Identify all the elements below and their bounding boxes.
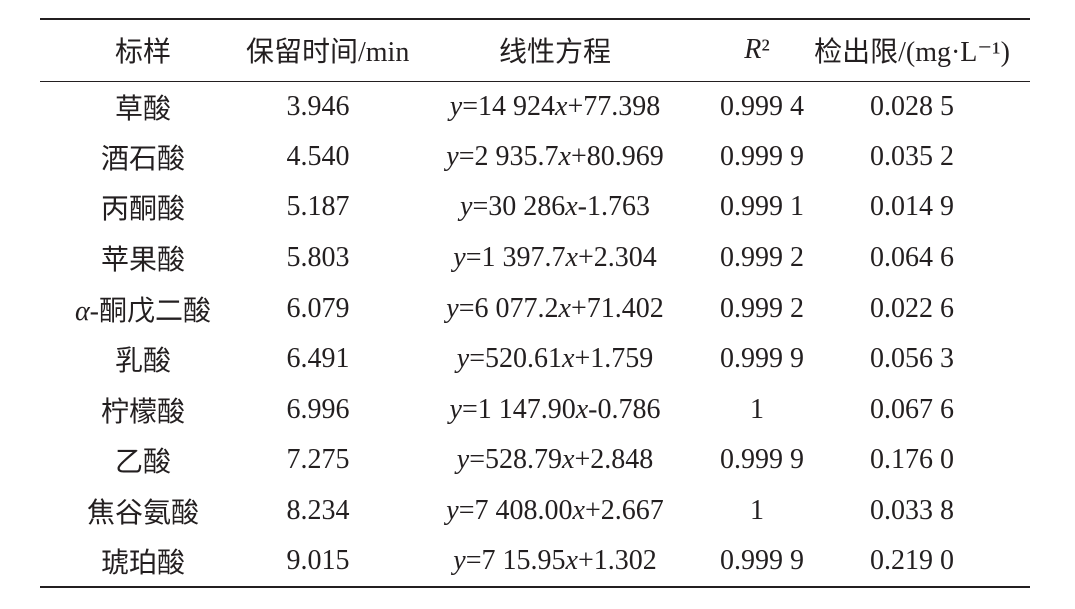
table-cell: y=7 15.95x+1.302 [453,545,657,577]
header-row: 标样 保留时间/min 线性方程 R² 检出限/(mg·L⁻¹) [40,19,1030,81]
table-cell: 0.056 3 [870,343,954,375]
table-cell: 0.999 9 [720,140,804,172]
table-cell: 0.999 9 [720,343,804,375]
table-cell: 0.999 9 [720,545,804,577]
table-cell: 7.275 [286,444,350,476]
table-row: 乙酸 7.275 y=528.79x+2.848 0.999 9 0.176 0 [40,435,1030,486]
table-cell: 1 [750,495,764,527]
sample-name: 丙酮酸 [100,194,186,226]
sample-name: 乳酸 [114,346,172,378]
table-cell: 0.067 6 [870,393,954,425]
table-row: 丙酮酸 5.187 y=30 286x-1.763 0.999 1 0.014 9 [40,182,1030,233]
table-cell: 0.022 6 [870,292,954,324]
table-cell: y=528.79x+2.848 [456,444,654,476]
table-row: 琥珀酸 9.015 y=7 15.95x+1.302 0.999 9 0.219 0 [40,536,1030,587]
table-cell: y=14 924x+77.398 [449,90,661,122]
data-table: 标样 保留时间/min 线性方程 R² 检出限/(mg·L⁻¹) 草酸 3.946 y=14… [40,18,1030,588]
table-cell: 6.079 [286,292,350,324]
column-header: R² [744,34,770,66]
table-cell: y=1 397.7x+2.304 [453,242,657,274]
table-cell: y=6 077.2x+71.402 [446,292,664,324]
sample-name: 焦谷氨酸 [86,498,200,530]
column-header: 保留时间/min [246,37,410,69]
table-cell: y=30 286x-1.763 [460,191,650,223]
table-cell: 0.033 8 [870,495,954,527]
table-cell: 0.999 1 [720,191,804,223]
table-cell: y=7 408.00x+2.667 [446,495,664,527]
table-cell: 5.187 [286,191,350,223]
table-row: 焦谷氨酸 8.234 y=7 408.00x+2.667 1 0.033 8 [40,486,1030,537]
table-row: 乳酸 6.491 y=520.61x+1.759 0.999 9 0.056 3 [40,334,1030,385]
table-cell: 0.999 2 [720,292,804,324]
table-cell: 0.999 2 [720,242,804,274]
table-cell: 1 [750,393,764,425]
table-cell: 0.999 4 [720,90,804,122]
table-cell: 0.176 0 [870,444,954,476]
table-cell: 3.946 [286,90,350,122]
table-row: 柠檬酸 6.996 y=1 147.90x-0.786 1 0.067 6 [40,385,1030,436]
table-cell: 0.028 5 [870,90,954,122]
table-cell: 0.219 0 [870,545,954,577]
table-body: 草酸 3.946 y=14 924x+77.398 0.999 4 0.028 5 酒石酸… [40,81,1030,587]
sample-name: 乙酸 [114,447,172,479]
table-cell: 4.540 [286,140,350,172]
sample-name: 苹果酸 [100,245,186,277]
table-cell: 6.996 [286,393,350,425]
table-cell: 0.014 9 [870,191,954,223]
sample-name: 琥珀酸 [100,548,186,580]
table-cell: 6.491 [286,343,350,375]
table-row: 酒石酸 4.540 y=2 935.7x+80.969 0.999 9 0.035 2 [40,132,1030,183]
table-cell: 5.803 [286,242,350,274]
table-cell: y=1 147.90x-0.786 [449,393,661,425]
table-cell: 8.234 [286,495,350,527]
table-row: 草酸 3.946 y=14 924x+77.398 0.999 4 0.028 5 [40,81,1030,132]
column-header: 检出限/(mg·L⁻¹) [814,37,1010,69]
column-header: 线性方程 [498,37,611,69]
sample-name: α-酮戊二酸 [74,295,212,327]
table-cell: 0.999 9 [720,444,804,476]
table-cell: y=520.61x+1.759 [456,343,654,375]
table-row: α-酮戊二酸 6.079 y=6 077.2x+71.402 0.999 2 0.022… [40,283,1030,334]
table-cell: y=2 935.7x+80.969 [446,140,664,172]
sample-name: 草酸 [114,93,172,125]
table-cell: 0.035 2 [870,140,954,172]
column-header: 标样 [114,37,171,69]
table-cell: 0.064 6 [870,242,954,274]
table-cell: 9.015 [286,545,350,577]
sample-name: 柠檬酸 [100,396,186,428]
sample-name: 酒石酸 [100,143,186,175]
table-row: 苹果酸 5.803 y=1 397.7x+2.304 0.999 2 0.064 6 [40,233,1030,284]
